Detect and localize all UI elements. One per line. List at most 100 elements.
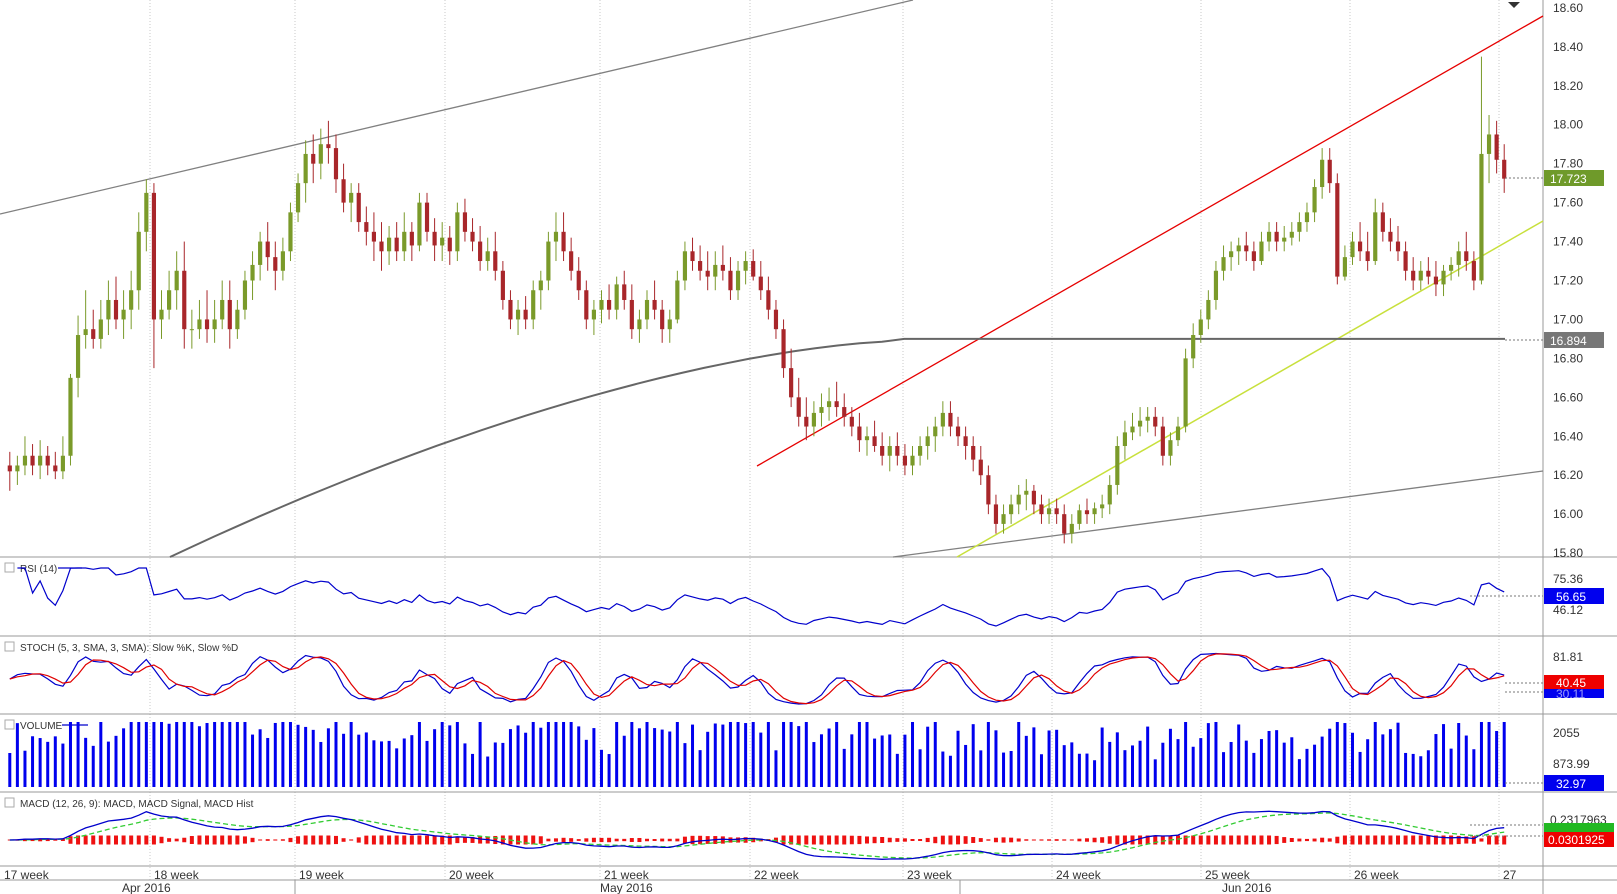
macd-hist-bar (91, 835, 96, 845)
macd-hist-bar (652, 839, 657, 841)
volume-bar (615, 722, 619, 787)
candle-body (644, 299, 650, 320)
volume-bar (205, 723, 209, 787)
volume-bar (789, 722, 793, 787)
volume-bar (197, 726, 201, 787)
candle-body (295, 183, 301, 213)
volume-close-icon[interactable] (4, 719, 15, 730)
macd-hist-bar (129, 835, 134, 845)
collapse-arrow-icon[interactable] (1508, 2, 1520, 8)
volume-bar (334, 722, 338, 787)
candle-body (1426, 270, 1431, 277)
candle-body (22, 455, 28, 466)
macd-hist-bar (1418, 835, 1423, 845)
volume-bar (539, 727, 543, 787)
volume-bar (1131, 745, 1134, 787)
volume-bar (463, 743, 467, 787)
volume-bar (182, 722, 186, 787)
macd-current-hist: 0.0301925 (1548, 833, 1605, 847)
week-label-23: 23 week (907, 868, 953, 882)
candle-body (1244, 245, 1249, 252)
rsi-panel: RSI (14) 75.36 46.12 56.65 (4, 562, 1604, 627)
candle-body (1092, 508, 1097, 515)
volume-bar (357, 734, 361, 787)
macd-hist-bar (1251, 835, 1256, 845)
volume-bar (630, 722, 634, 787)
volume-bar (1062, 745, 1066, 787)
candle-body (1031, 490, 1036, 505)
volume-bar (326, 728, 330, 787)
volume-label: VOLUME (20, 721, 63, 732)
macd-close-icon[interactable] (4, 797, 15, 808)
candle-body (1191, 335, 1196, 359)
volume-bar (1138, 740, 1142, 787)
volume-bar (417, 722, 421, 787)
volume-bar (84, 737, 88, 787)
candle-body (485, 251, 490, 262)
month-label-may: May 2016 (600, 881, 653, 894)
volume-bar (311, 729, 315, 787)
volume-bar (471, 753, 475, 787)
macd-hist-bar (736, 837, 741, 843)
stoch-close-icon[interactable] (4, 641, 15, 652)
candle-body (1494, 134, 1499, 160)
candle-body (106, 299, 111, 320)
candle-body (1441, 270, 1446, 285)
candle-body (584, 290, 589, 320)
candle-body (1206, 299, 1211, 320)
candle-body (220, 299, 225, 320)
candle-body (1046, 508, 1052, 515)
candle-body (212, 319, 217, 330)
macd-hist-bar (1365, 835, 1370, 845)
macd-hist-bar (986, 839, 991, 841)
candle-body (1062, 514, 1067, 534)
candle-body (1145, 416, 1150, 421)
candle-body (811, 412, 816, 427)
last-price-badge (1544, 170, 1604, 186)
candle-body (1502, 159, 1507, 179)
macd-hist-bar (1441, 835, 1446, 845)
candle-body (38, 455, 43, 466)
candle-body (303, 153, 308, 184)
volume-bar (797, 726, 801, 787)
candle-body (508, 299, 513, 320)
week-label-24: 24 week (1056, 868, 1102, 882)
candle-body (1251, 251, 1256, 262)
macd-hist-bar (827, 835, 832, 845)
macd-hist-bar (531, 835, 536, 845)
candle-body (417, 202, 422, 246)
candle-body (993, 504, 999, 524)
candle-body (1259, 241, 1264, 262)
candle-body (561, 231, 566, 252)
candle-body (280, 251, 285, 271)
volume-bar (106, 741, 110, 787)
candle-body (265, 241, 270, 258)
price-tick-label: 15.80 (1553, 546, 1583, 560)
candle-body (1122, 432, 1128, 447)
candle-body (804, 416, 809, 427)
candle-body (1357, 241, 1363, 252)
price-tick-label: 18.20 (1553, 79, 1583, 93)
candle-body (402, 231, 407, 252)
macd-hist-bar (288, 837, 293, 843)
rsi-close-icon[interactable] (4, 562, 15, 573)
volume-bar (668, 731, 672, 787)
volume-bar (76, 722, 80, 787)
candle-body (1168, 440, 1173, 456)
macd-hist-bar (1502, 835, 1507, 845)
candle-body (493, 251, 498, 271)
macd-hist-bar (1001, 837, 1006, 843)
volume-bar (865, 722, 869, 787)
macd-hist-bar (576, 839, 581, 841)
volume-bar (562, 722, 566, 787)
candle-body (629, 299, 634, 330)
ma-value-marker: 16.894 (1505, 332, 1604, 348)
volume-bar (1313, 744, 1317, 787)
volume-bar (941, 751, 945, 787)
volume-bar (903, 734, 907, 787)
candle-body (394, 237, 399, 252)
volume-panel: VOLUME 2055 873.99 32.97 (4, 719, 1604, 791)
macd-hist-bar (1016, 838, 1021, 842)
volume-bar (1259, 739, 1263, 787)
